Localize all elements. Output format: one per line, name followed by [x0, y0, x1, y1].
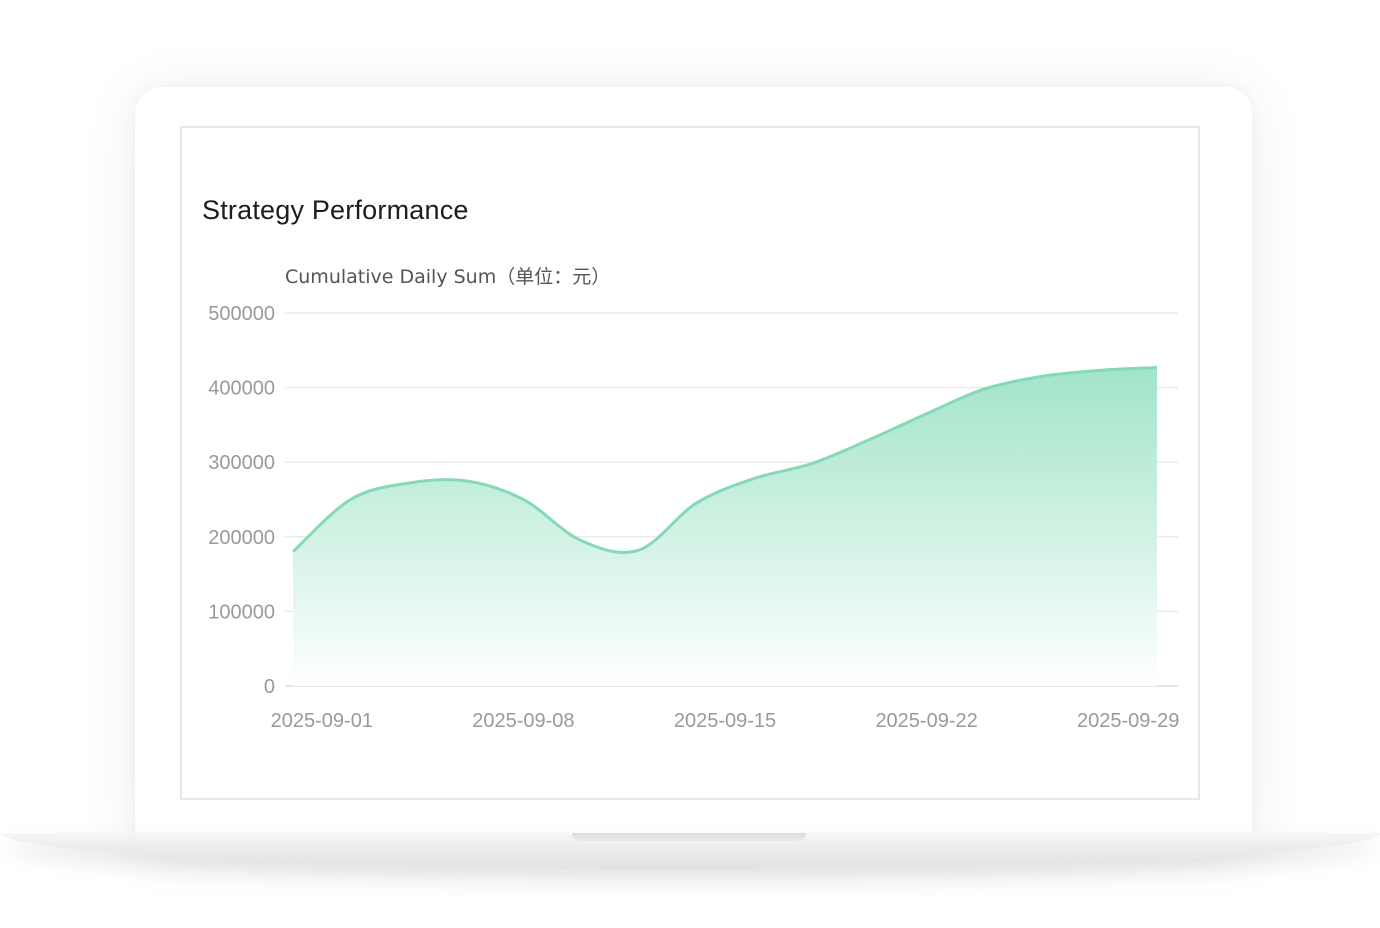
series-area	[293, 367, 1157, 686]
y-tick-label: 0	[264, 676, 275, 698]
chart-title: Strategy Performance	[202, 195, 469, 225]
y-tick-label: 300000	[208, 452, 275, 474]
series-line	[291, 366, 1158, 554]
y-axis-label: Cumulative Daily Sum（单位：元）	[285, 266, 610, 288]
x-tick-label: 2025-09-29	[1077, 710, 1179, 732]
y-tick-label: 100000	[208, 601, 275, 623]
x-tick-label: 2025-09-08	[472, 710, 574, 732]
x-tick-label: 2025-09-01	[271, 710, 373, 732]
x-tick-label: 2025-09-15	[674, 710, 776, 732]
y-tick-label: 500000	[208, 303, 275, 325]
x-tick-label: 2025-09-22	[875, 710, 977, 732]
y-tick-label: 200000	[208, 527, 275, 549]
laptop-notch	[572, 833, 806, 841]
y-tick-label: 400000	[208, 378, 275, 400]
